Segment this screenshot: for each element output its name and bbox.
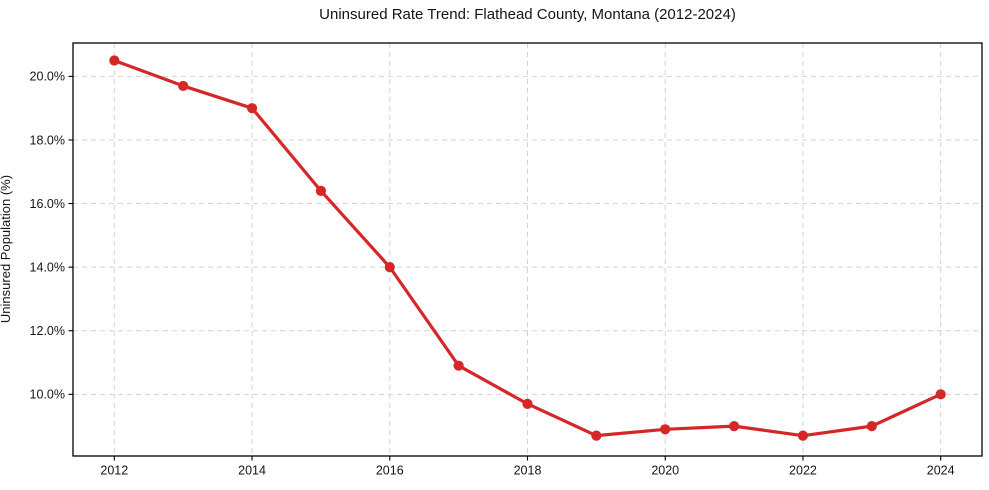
x-tick-label: 2016: [376, 464, 404, 478]
chart-title: Uninsured Rate Trend: Flathead County, M…: [319, 6, 736, 23]
data-point-2020: [660, 424, 671, 435]
y-tick-label: 16.0%: [30, 197, 65, 211]
data-point-2018: [522, 398, 533, 409]
y-tick-label: 20.0%: [30, 70, 65, 84]
data-point-2024: [935, 389, 946, 400]
y-tick-label: 14.0%: [30, 260, 65, 274]
plot-border: [72, 42, 983, 457]
data-point-2023: [866, 421, 877, 432]
y-tick-label: 10.0%: [30, 388, 65, 402]
data-point-2016: [384, 262, 395, 273]
x-tick-label: 2014: [238, 464, 266, 478]
data-point-2021: [728, 421, 740, 432]
data-point-2015: [315, 185, 327, 196]
data-point-2013: [178, 80, 189, 92]
data-point-2019: [591, 430, 602, 441]
x-tick-label: 2024: [927, 464, 955, 478]
x-tick-label: 2018: [514, 464, 542, 478]
y-tick-label: 12.0%: [30, 324, 65, 338]
data-point-2014: [246, 103, 258, 114]
x-tick-label: 2022: [789, 464, 817, 478]
x-tick-label: 2020: [651, 464, 679, 478]
data-point-2012: [109, 55, 120, 66]
data-point-2017: [453, 360, 464, 371]
y-tick-label: 18.0%: [30, 133, 65, 147]
data-point-2022: [797, 430, 809, 441]
x-tick-label: 2012: [100, 464, 128, 478]
